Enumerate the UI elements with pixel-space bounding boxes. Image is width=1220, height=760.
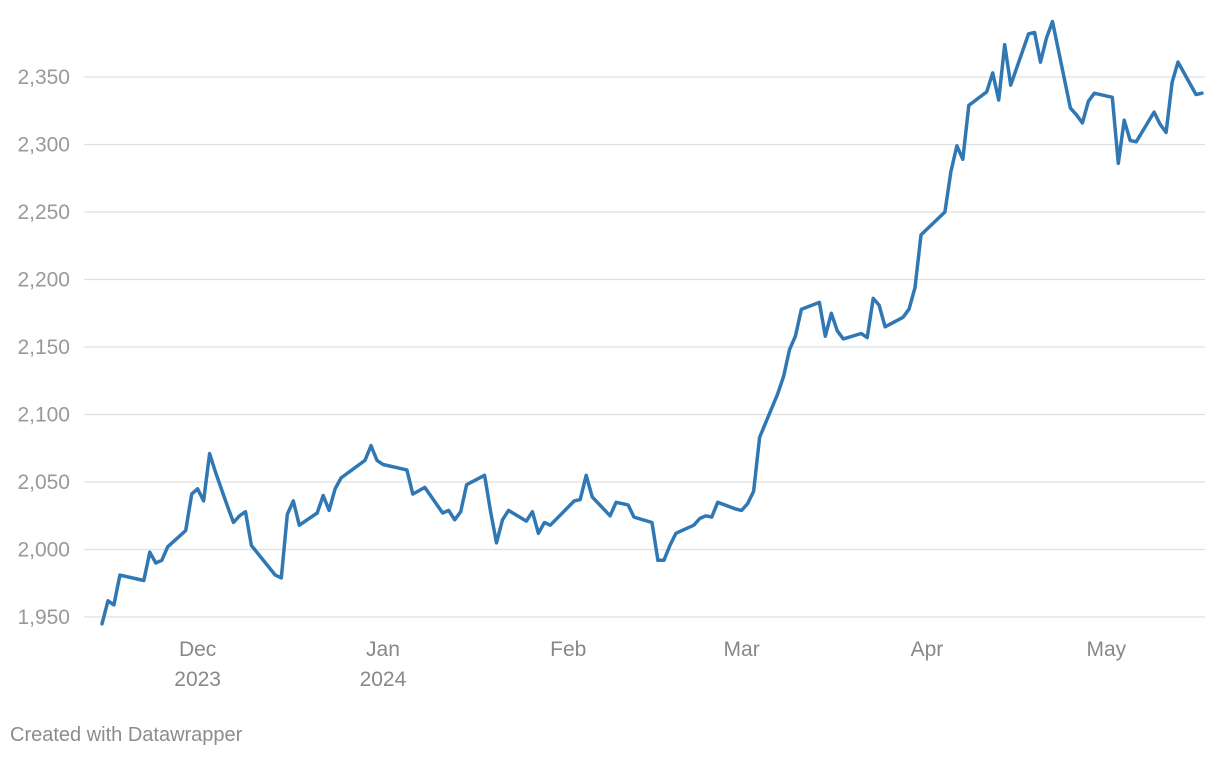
x-tick-label: Jan	[366, 638, 400, 661]
footer-credit: Created with Datawrapper	[10, 724, 243, 746]
y-tick-label: 2,000	[17, 539, 70, 562]
x-tick-label: Apr	[911, 638, 944, 661]
series-line	[100, 19, 1204, 626]
y-tick-label: 1,950	[17, 606, 70, 629]
y-tick-label: 2,300	[17, 134, 70, 157]
y-tick-label: 2,050	[17, 471, 70, 494]
x-tick-label: Mar	[724, 638, 760, 661]
x-tick-label: Dec	[179, 638, 216, 661]
x-tick-label: May	[1086, 638, 1126, 661]
x-tick-year-label: 2023	[174, 668, 221, 691]
y-tick-label: 2,250	[17, 201, 70, 224]
y-tick-label: 2,100	[17, 404, 70, 427]
x-tick-label: Feb	[550, 638, 586, 661]
y-tick-label: 2,150	[17, 336, 70, 359]
y-tick-label: 2,350	[17, 66, 70, 89]
y-tick-label: 2,200	[17, 269, 70, 292]
x-axis: Dec 2023 Jan 2024 Feb Mar Apr May	[174, 638, 1126, 691]
series-layer	[100, 19, 1204, 626]
x-tick-year-label: 2024	[360, 668, 407, 691]
gridlines	[84, 76, 1205, 618]
y-axis: 1,950 2,000 2,050 2,100 2,150 2,200 2,250 2,300…	[17, 66, 70, 629]
